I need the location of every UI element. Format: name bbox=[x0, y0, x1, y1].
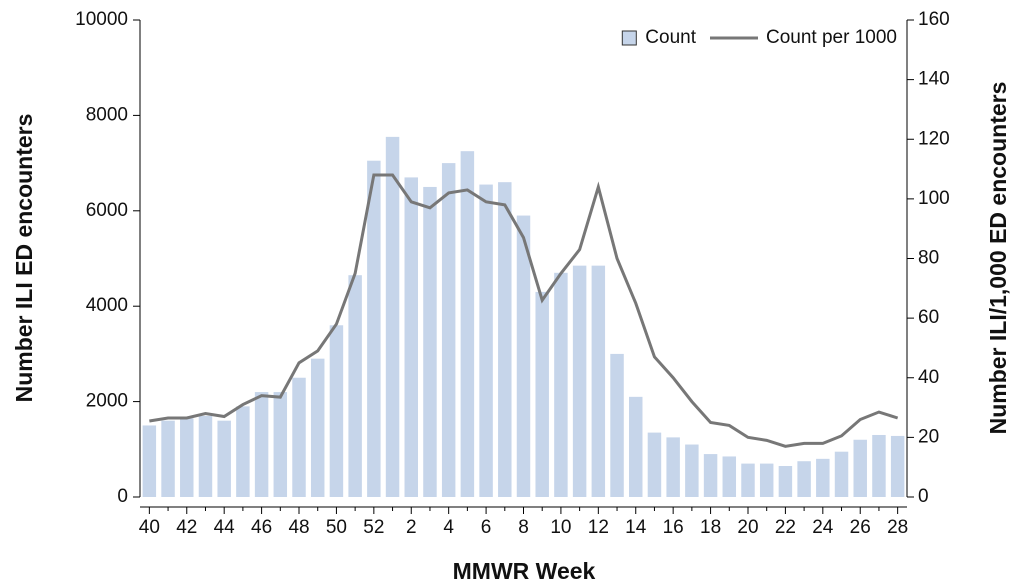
x-tick-label: 8 bbox=[518, 517, 529, 538]
y-tick-label: 2000 bbox=[86, 391, 128, 412]
y-tick-label: 0 bbox=[117, 486, 128, 507]
x-tick-label: 50 bbox=[326, 517, 347, 538]
bar bbox=[423, 186, 437, 497]
line bbox=[149, 173, 899, 448]
y2-tick-label: 160 bbox=[918, 9, 950, 30]
bar bbox=[198, 415, 213, 497]
x-tick-label: 6 bbox=[481, 517, 492, 538]
y2-axis-title: Number ILI/1,000 ED encounters bbox=[985, 82, 1011, 435]
x-tick-label: 28 bbox=[887, 517, 908, 538]
x-tick-label: 4 bbox=[443, 517, 454, 538]
bar bbox=[236, 406, 250, 497]
bar bbox=[797, 461, 811, 497]
bar bbox=[572, 265, 587, 497]
y2-tick-label: 60 bbox=[918, 307, 939, 328]
x-tick-label: 18 bbox=[700, 517, 721, 538]
y2-tick-label: 120 bbox=[918, 128, 950, 149]
y2-tick-label: 80 bbox=[918, 248, 939, 269]
bar bbox=[872, 434, 886, 497]
bar bbox=[292, 377, 306, 497]
bar bbox=[217, 420, 231, 497]
y2-tick-label: 140 bbox=[918, 69, 950, 90]
bar bbox=[834, 451, 849, 497]
x-tick-label: 52 bbox=[363, 517, 384, 538]
y2-tick-label: 20 bbox=[918, 426, 939, 447]
x-tick-label: 42 bbox=[176, 517, 197, 538]
bar bbox=[348, 275, 362, 497]
legend-label: Count per 1000 bbox=[766, 27, 897, 48]
bar bbox=[404, 177, 418, 497]
bar bbox=[273, 392, 288, 497]
bar bbox=[498, 182, 512, 497]
bar bbox=[254, 392, 269, 497]
y-axis-title: Number ILI ED encounters bbox=[11, 114, 37, 403]
x-tick-label: 20 bbox=[737, 517, 758, 538]
x-tick-label: 22 bbox=[775, 517, 796, 538]
bar bbox=[142, 425, 157, 497]
x-tick-label: 40 bbox=[139, 517, 160, 538]
bar bbox=[161, 420, 175, 497]
bar bbox=[554, 272, 568, 497]
y2-tick-label: 0 bbox=[918, 486, 929, 507]
x-tick-label: 46 bbox=[251, 517, 272, 538]
y-tick-label: 8000 bbox=[86, 104, 128, 125]
bar bbox=[516, 215, 531, 497]
bar bbox=[816, 458, 830, 497]
y-tick-label: 6000 bbox=[86, 200, 128, 221]
x-tick-label: 10 bbox=[550, 517, 571, 538]
legend-swatch bbox=[621, 30, 637, 46]
x-tick-label: 48 bbox=[288, 517, 309, 538]
x-tick-label: 14 bbox=[625, 517, 647, 538]
bar bbox=[759, 463, 774, 497]
bar bbox=[385, 136, 400, 498]
x-tick-label: 24 bbox=[812, 517, 834, 538]
bar bbox=[722, 456, 737, 497]
bar bbox=[778, 465, 793, 497]
bar bbox=[479, 184, 493, 497]
x-tick-label: 16 bbox=[663, 517, 684, 538]
bar bbox=[460, 151, 475, 498]
x-tick-label: 44 bbox=[214, 517, 236, 538]
bar bbox=[310, 358, 325, 497]
bar bbox=[666, 437, 680, 497]
bar bbox=[685, 444, 699, 497]
bar bbox=[853, 439, 867, 497]
bar bbox=[329, 325, 344, 497]
bar bbox=[703, 454, 718, 497]
bar bbox=[441, 163, 456, 497]
y2-tick-label: 100 bbox=[918, 188, 950, 209]
x-axis-title: MMWR Week bbox=[453, 558, 596, 584]
legend-label: Count bbox=[645, 27, 696, 48]
y-tick-label: 10000 bbox=[75, 9, 128, 30]
bar bbox=[535, 291, 549, 497]
bar bbox=[591, 265, 606, 497]
bar bbox=[741, 463, 755, 497]
bar bbox=[180, 418, 194, 497]
x-tick-label: 2 bbox=[406, 517, 417, 538]
x-tick-label: 12 bbox=[588, 517, 609, 538]
bar bbox=[890, 435, 905, 497]
bar bbox=[647, 432, 662, 497]
y-tick-label: 4000 bbox=[86, 295, 128, 316]
y2-tick-label: 40 bbox=[918, 367, 939, 388]
x-tick-label: 26 bbox=[850, 517, 871, 538]
bar bbox=[367, 160, 381, 497]
bar bbox=[629, 396, 643, 497]
bar bbox=[610, 353, 624, 497]
